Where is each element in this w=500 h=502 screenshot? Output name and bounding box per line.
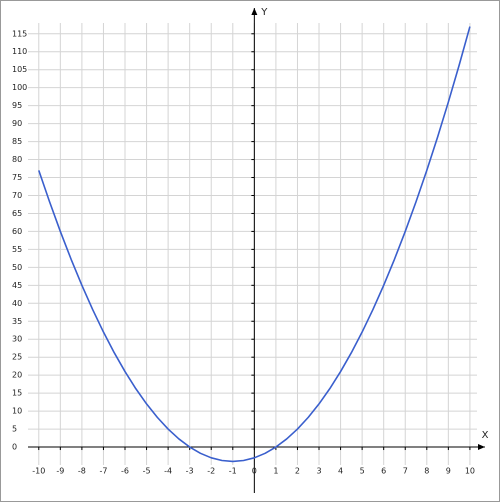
y-tick-label: 30 <box>12 335 22 344</box>
x-tick-label: 0 <box>252 467 257 476</box>
y-tick-label: 40 <box>12 299 22 308</box>
x-tick-label: 10 <box>465 467 475 476</box>
y-tick-label: 70 <box>12 191 22 200</box>
y-tick-label: 0 <box>12 443 17 452</box>
x-tick-label: 9 <box>446 467 451 476</box>
y-tick-label: 80 <box>12 155 22 164</box>
y-tick-label: 85 <box>12 137 22 146</box>
x-tick-label: -10 <box>32 467 45 476</box>
y-tick-label: 35 <box>12 317 22 326</box>
y-tick-label: 60 <box>12 227 22 236</box>
x-tick-label: -3 <box>186 467 194 476</box>
x-tick-label: 1 <box>273 467 278 476</box>
y-tick-label: 65 <box>12 209 22 218</box>
y-tick-label: 105 <box>12 65 27 74</box>
y-axis-label: Y <box>260 7 268 18</box>
y-tick-label: 90 <box>12 119 22 128</box>
y-axis-arrow <box>251 8 258 15</box>
y-tick-label: 50 <box>12 263 22 272</box>
x-tick-label: 7 <box>403 467 408 476</box>
y-tick-label: 25 <box>12 353 22 362</box>
x-axis-arrow <box>478 444 485 451</box>
x-tick-label: 3 <box>316 467 321 476</box>
line-series <box>38 26 471 463</box>
x-tick-label: -5 <box>143 467 151 476</box>
y-tick-label: 75 <box>12 173 22 182</box>
x-tick-label: -7 <box>99 467 107 476</box>
x-tick-label: 2 <box>295 467 300 476</box>
x-axis-label: X <box>482 430 489 441</box>
x-tick-label: 4 <box>338 467 343 476</box>
y-tick-label: 20 <box>12 371 22 380</box>
y-tick-label: 10 <box>12 407 22 416</box>
y-tick-label: 15 <box>12 389 22 398</box>
x-tick-label: 8 <box>424 467 429 476</box>
x-tick-label: 6 <box>381 467 386 476</box>
y-tick-label: 100 <box>12 83 27 92</box>
x-tick-label: 5 <box>360 467 365 476</box>
y-tick-label: 110 <box>12 47 27 56</box>
axes <box>28 8 485 493</box>
x-tick-label: -4 <box>164 467 172 476</box>
x-tick-label: -6 <box>121 467 129 476</box>
x-tick-label: -8 <box>78 467 86 476</box>
y-tick-label: 95 <box>12 101 22 110</box>
y-tick-label: 5 <box>12 425 17 434</box>
x-tick-label: -9 <box>56 467 64 476</box>
y-tick-label: 45 <box>12 281 22 290</box>
x-tick-label: -1 <box>229 467 237 476</box>
y-tick-label: 55 <box>12 245 22 254</box>
y-tick-label: 115 <box>12 29 27 38</box>
x-tick-label: -2 <box>207 467 215 476</box>
